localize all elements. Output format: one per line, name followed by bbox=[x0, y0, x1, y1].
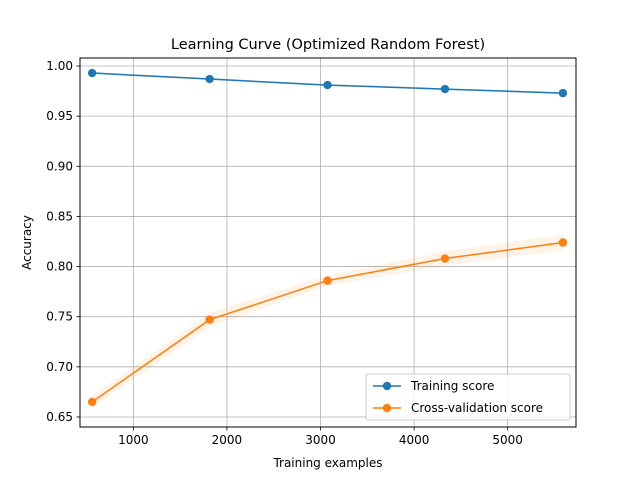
y-tick-label: 0.75 bbox=[46, 310, 73, 324]
series-1-point bbox=[87, 397, 97, 407]
x-tick-label: 2000 bbox=[212, 433, 243, 447]
series-1-point bbox=[323, 276, 332, 285]
y-tick-label: 0.95 bbox=[46, 109, 73, 123]
series-1-point bbox=[558, 238, 568, 247]
legend-marker-training bbox=[382, 381, 392, 391]
series-0-point bbox=[558, 88, 568, 98]
legend-marker-cv bbox=[382, 403, 392, 413]
series-0-point bbox=[440, 84, 450, 94]
x-tick-label: 1000 bbox=[118, 433, 149, 447]
series-1-point bbox=[205, 315, 214, 324]
x-tick-label: 5000 bbox=[492, 433, 523, 447]
series-1-point bbox=[440, 254, 450, 263]
y-tick-label: 0.85 bbox=[46, 209, 73, 223]
series-0-point bbox=[87, 68, 97, 78]
y-tick-label: 0.70 bbox=[46, 360, 73, 374]
plot-frame bbox=[79, 57, 577, 428]
plot-area: 1000 2000 3000 4000 5000 0.65 0.70 0.75 0.80 0.8… bbox=[46, 57, 577, 447]
series-0-point bbox=[205, 74, 214, 84]
legend-box bbox=[365, 373, 571, 421]
legend-label-training: Training score bbox=[410, 379, 494, 393]
y-tick-label: 0.90 bbox=[46, 159, 73, 173]
y-tick-label: 0.80 bbox=[46, 260, 73, 274]
series-0-point bbox=[323, 80, 332, 90]
x-tick-label: 4000 bbox=[399, 433, 430, 447]
y-tick-label: 1.00 bbox=[46, 59, 73, 73]
x-axis-ticks: 1000 2000 3000 4000 5000 bbox=[118, 427, 523, 447]
x-axis-label: Training examples bbox=[272, 456, 382, 470]
legend: Training score Cross-validation score bbox=[365, 373, 571, 421]
series-points bbox=[87, 68, 568, 407]
y-axis-ticks: 0.65 0.70 0.75 0.80 0.85 0.90 0.95 1.00 bbox=[46, 59, 80, 424]
legend-label-cv: Cross-validation score bbox=[411, 401, 543, 415]
series-1-band bbox=[92, 234, 563, 408]
chart-title: Learning Curve (Optimized Random Forest) bbox=[171, 37, 485, 53]
y-tick-label: 0.65 bbox=[46, 410, 73, 424]
x-tick-label: 3000 bbox=[305, 433, 336, 447]
grid-lines bbox=[80, 58, 576, 427]
y-axis-label: Accuracy bbox=[20, 215, 34, 270]
